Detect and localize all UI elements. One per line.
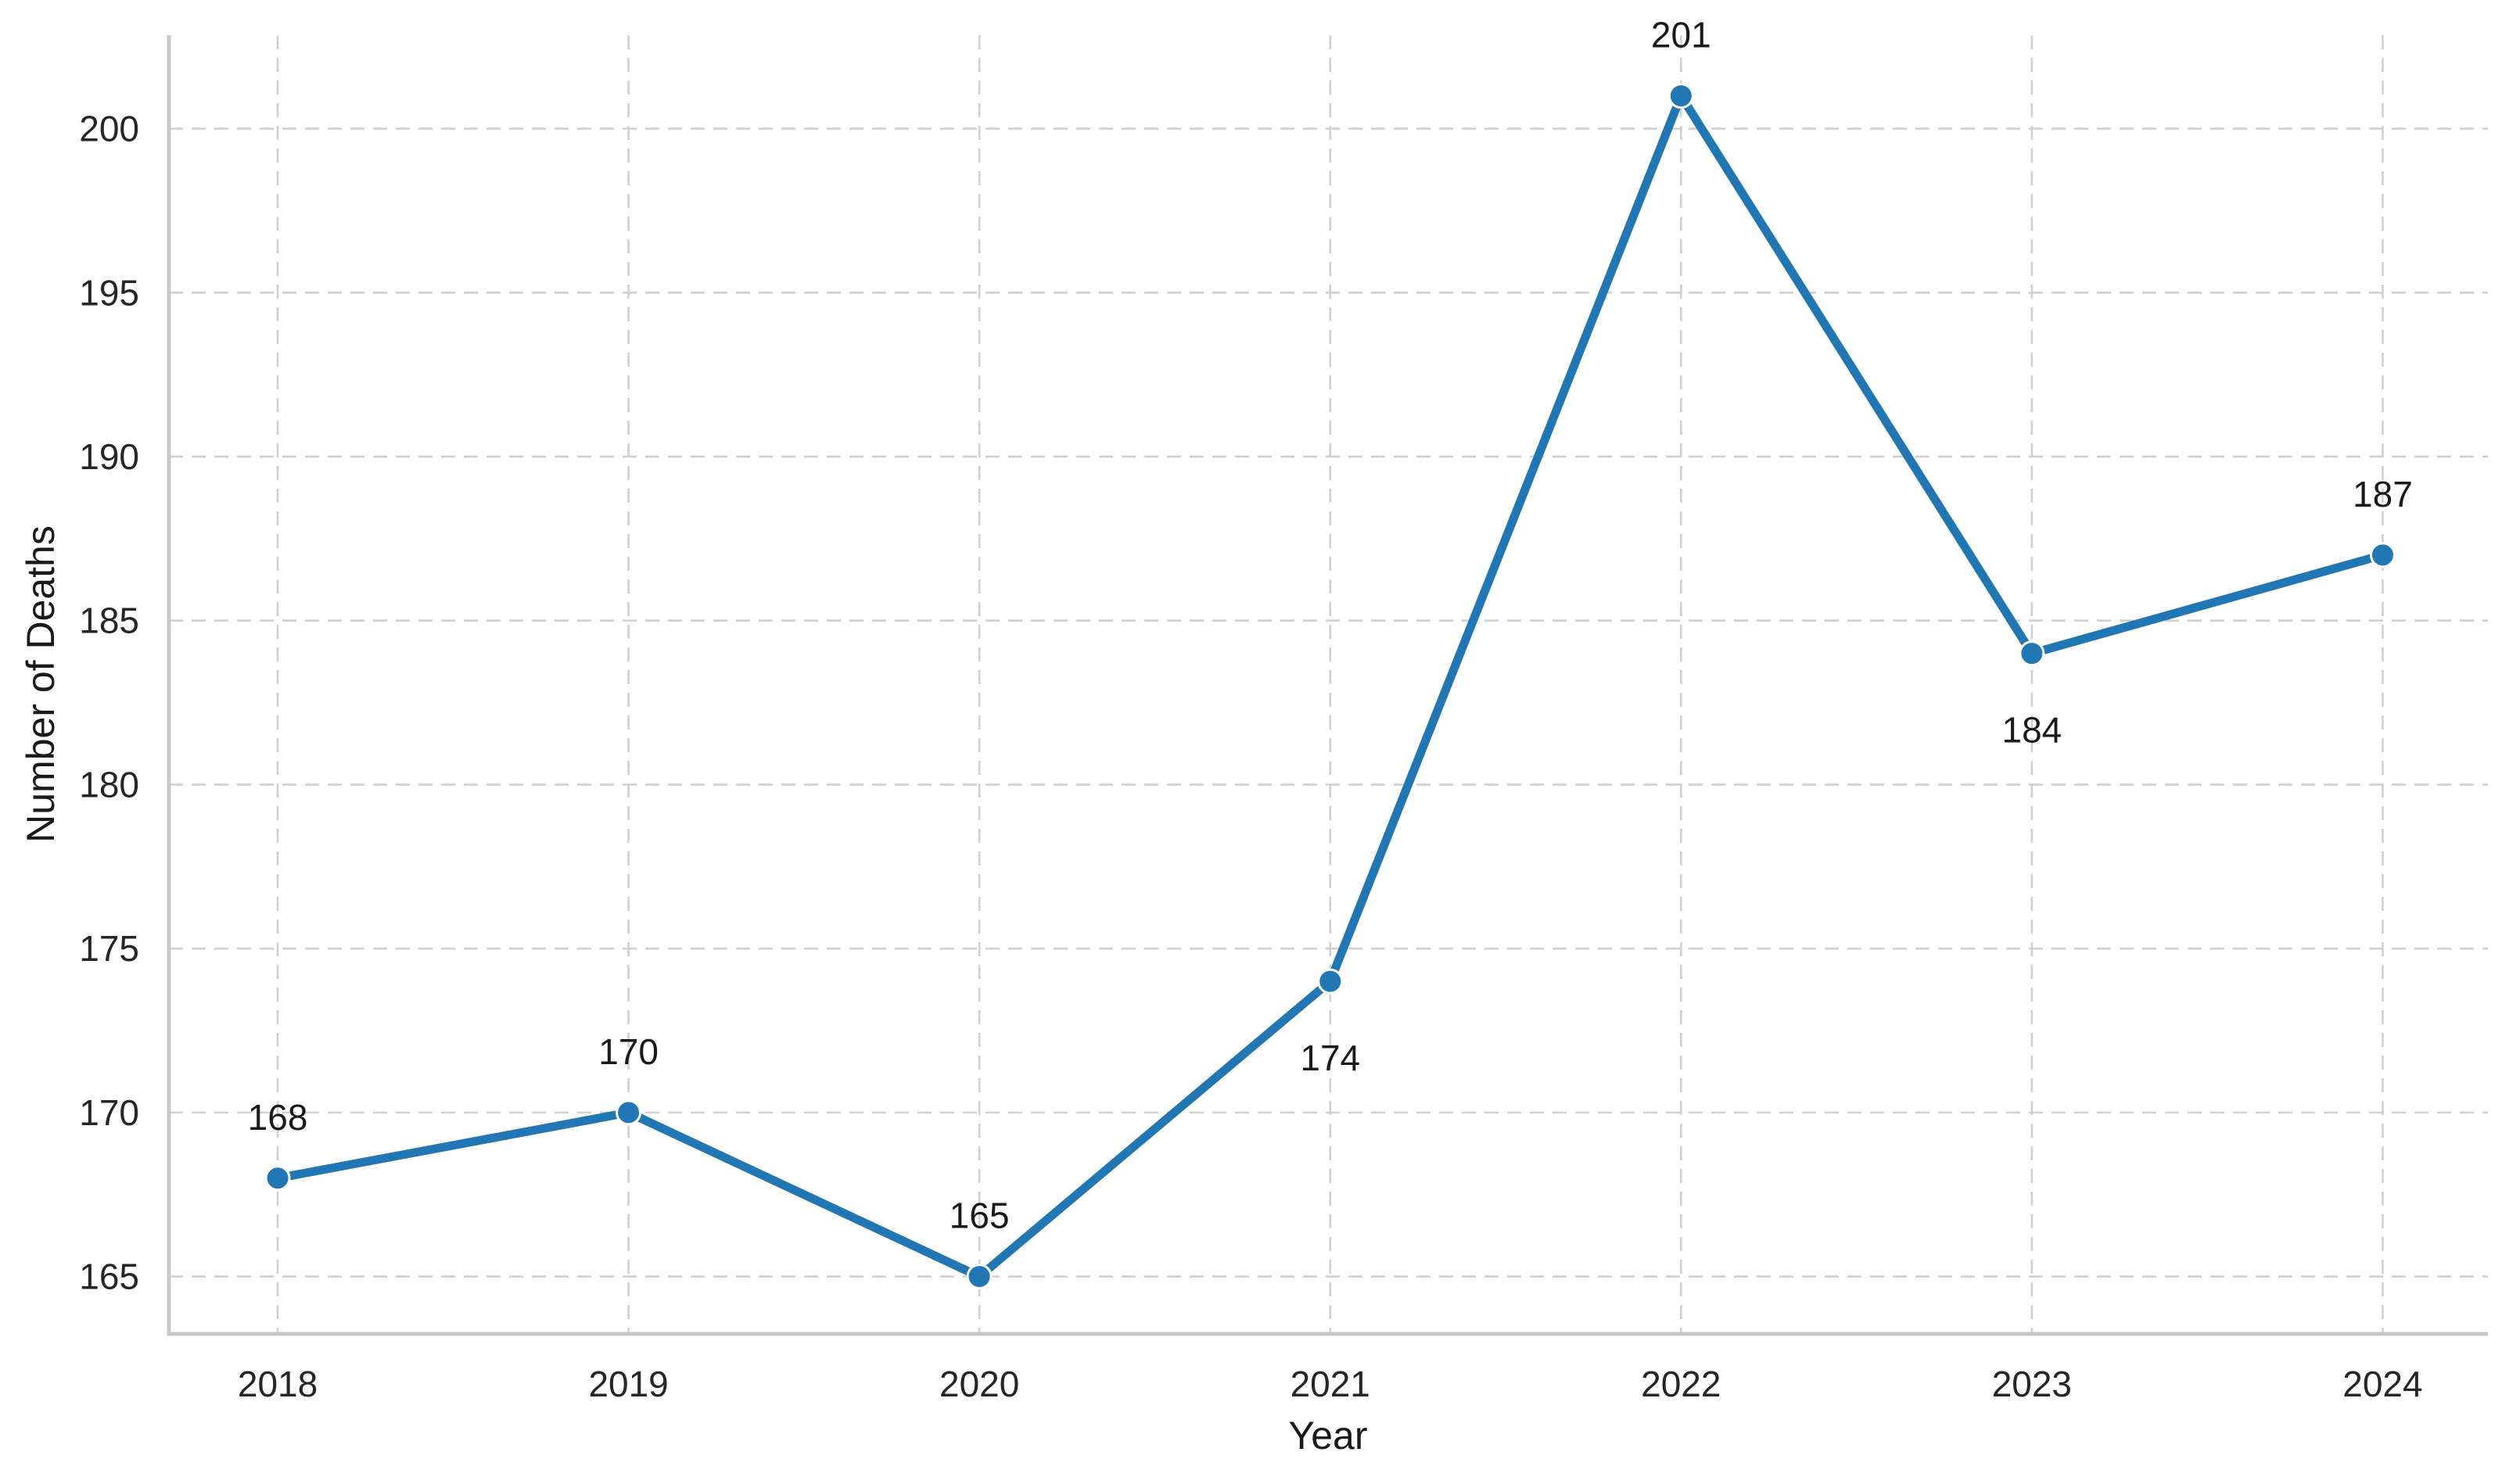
y-tick-label-185: 185 [79,600,139,641]
data-point-2023 [2019,640,2045,667]
x-tick-label-2018: 2018 [238,1364,318,1404]
y-tick-label-190: 190 [79,436,139,477]
data-point-2018 [264,1165,291,1192]
data-label-165: 165 [949,1196,1010,1236]
data-label-187: 187 [2353,474,2413,514]
data-point-labels: 168 170 165 174 201 184 187 [248,15,2413,1236]
y-tick-label-175: 175 [79,928,139,969]
y-tick-label-180: 180 [79,764,139,805]
data-label-174: 174 [1300,1038,1360,1078]
x-tick-label-2021: 2021 [1291,1364,1370,1404]
y-tick-label-170: 170 [79,1092,139,1133]
x-tick-label-2020: 2020 [939,1364,1019,1404]
data-point-2019 [616,1099,642,1126]
data-label-168: 168 [248,1097,308,1138]
x-tick-label-2023: 2023 [1992,1364,2072,1404]
y-tick-labels: 165 170 175 180 185 190 195 200 [79,109,139,1297]
x-tick-label-2019: 2019 [588,1364,668,1404]
y-axis-title: Number of Deaths [19,525,63,843]
x-axis-title: Year [1288,1414,1367,1457]
x-tick-label-2024: 2024 [2342,1364,2422,1404]
axis-spines [167,35,2488,1336]
x-tick-label-2022: 2022 [1641,1364,1721,1404]
horizontal-gridlines [169,127,2488,1278]
data-label-201: 201 [1651,15,1711,56]
vertical-gridlines [276,35,2384,1334]
data-label-170: 170 [598,1031,659,1072]
data-point-2021 [1317,968,1344,995]
data-point-markers [264,83,2396,1290]
data-point-2020 [966,1264,993,1290]
data-point-2022 [1667,83,1694,109]
data-point-2024 [2369,542,2396,568]
y-tick-label-200: 200 [79,109,139,149]
y-tick-label-195: 195 [79,272,139,313]
x-tick-labels: 2018 2019 2020 2021 2022 2023 2024 [238,1364,2423,1404]
y-tick-label-165: 165 [79,1257,139,1297]
data-label-184: 184 [2001,710,2062,751]
